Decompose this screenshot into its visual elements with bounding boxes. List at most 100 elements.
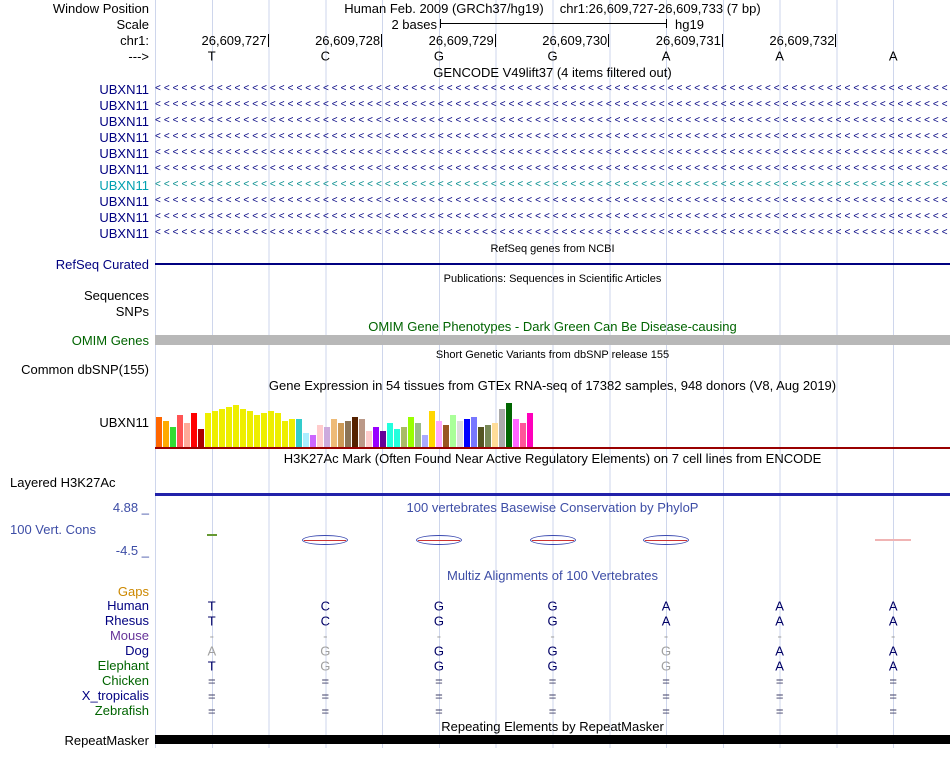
gene-row-label[interactable]: UBXN11 (99, 193, 149, 209)
species-label[interactable]: Chicken (102, 673, 149, 688)
gene-model[interactable]: <<<<<<<<<<<<<<<<<<<<<<<<<<<<<<<<<<<<<<<<… (155, 145, 950, 161)
gene-row-label[interactable]: UBXN11 (99, 161, 149, 177)
gtex-bar[interactable] (324, 427, 330, 447)
gtex-bar[interactable] (247, 411, 253, 447)
repeatmasker-label[interactable]: RepeatMasker (64, 732, 149, 748)
gtex-bar[interactable] (527, 413, 533, 447)
gtex-bar[interactable] (345, 421, 351, 447)
gtex-bar[interactable] (366, 431, 372, 447)
gtex-bar[interactable] (520, 423, 526, 447)
gtex-bar[interactable] (359, 419, 365, 447)
h3k27ac-label[interactable]: Layered H3K27Ac (10, 474, 116, 490)
multiz-title[interactable]: Multiz Alignments of 100 Vertebrates (446, 567, 658, 583)
species-label[interactable]: Elephant (97, 658, 149, 673)
gtex-bar[interactable] (296, 419, 302, 447)
gtex-bar[interactable] (499, 409, 505, 447)
omim-bar[interactable] (155, 335, 950, 345)
gtex-bar[interactable] (331, 419, 337, 447)
gene-model[interactable]: <<<<<<<<<<<<<<<<<<<<<<<<<<<<<<<<<<<<<<<<… (155, 129, 950, 145)
gtex-bar[interactable] (352, 417, 358, 447)
gtex-bar[interactable] (240, 409, 246, 447)
omim-title[interactable]: OMIM Gene Phenotypes - Dark Green Can Be… (368, 319, 737, 334)
gene-model[interactable]: <<<<<<<<<<<<<<<<<<<<<<<<<<<<<<<<<<<<<<<<… (155, 161, 950, 177)
gtex-bar[interactable] (401, 427, 407, 447)
gtex-bar[interactable] (282, 421, 288, 447)
gtex-bar[interactable] (170, 427, 176, 447)
repeatmasker-bar[interactable] (155, 735, 950, 744)
gene-model[interactable]: <<<<<<<<<<<<<<<<<<<<<<<<<<<<<<<<<<<<<<<<… (155, 81, 950, 97)
gtex-bar[interactable] (303, 433, 309, 447)
gtex-bar[interactable] (408, 417, 414, 447)
dbsnp-label[interactable]: Common dbSNP(155) (21, 361, 149, 377)
phylop-area[interactable]: 100 vertebrates Basewise Conservation by… (155, 498, 950, 560)
species-label[interactable]: Human (107, 598, 149, 613)
gtex-bar[interactable] (373, 427, 379, 447)
phylop-title[interactable]: 100 vertebrates Basewise Conservation by… (406, 500, 699, 515)
gene-row-label[interactable]: UBXN11 (99, 113, 149, 129)
gtex-bar[interactable] (380, 431, 386, 447)
dbsnp-title[interactable]: Short Genetic Variants from dbSNP releas… (435, 348, 670, 361)
gtex-bar[interactable] (254, 415, 260, 447)
gene-row-label[interactable]: UBXN11 (99, 97, 149, 113)
gtex-bar[interactable] (310, 435, 316, 447)
species-label[interactable]: Zebrafish (94, 703, 149, 718)
gtex-bar[interactable] (184, 423, 190, 447)
gtex-bar[interactable] (387, 423, 393, 447)
gene-model[interactable]: <<<<<<<<<<<<<<<<<<<<<<<<<<<<<<<<<<<<<<<<… (155, 209, 950, 225)
gtex-bar[interactable] (492, 423, 498, 447)
gtex-bar[interactable] (233, 405, 239, 447)
gene-row-label[interactable]: UBXN11 (99, 81, 149, 97)
species-label[interactable]: Rhesus (104, 613, 149, 628)
sequences-label[interactable]: Sequences (83, 287, 149, 303)
gtex-bar[interactable] (464, 419, 470, 447)
gtex-bar[interactable] (289, 419, 295, 447)
gtex-bar[interactable] (457, 421, 463, 447)
gene-row-label[interactable]: UBXN11 (99, 225, 149, 241)
publications-title[interactable]: Publications: Sequences in Scientific Ar… (443, 273, 662, 285)
gtex-bar[interactable] (191, 413, 197, 447)
snps-label[interactable]: SNPs (115, 303, 149, 319)
gene-row-label[interactable]: UBXN11 (99, 129, 149, 145)
species-label[interactable]: X_tropicalis (81, 688, 149, 703)
gene-row-label[interactable]: UBXN11 (99, 145, 149, 161)
gtex-bar[interactable] (415, 423, 421, 447)
refseq-title[interactable]: RefSeq genes from NCBI (490, 243, 615, 255)
gtex-bar[interactable] (275, 413, 281, 447)
gene-model[interactable]: <<<<<<<<<<<<<<<<<<<<<<<<<<<<<<<<<<<<<<<<… (155, 225, 950, 241)
gtex-bar[interactable] (261, 413, 267, 447)
gene-row-label[interactable]: UBXN11 (99, 209, 149, 225)
gene-model[interactable]: <<<<<<<<<<<<<<<<<<<<<<<<<<<<<<<<<<<<<<<<… (155, 193, 950, 209)
gene-model[interactable]: <<<<<<<<<<<<<<<<<<<<<<<<<<<<<<<<<<<<<<<<… (155, 97, 950, 113)
phylop-track-label[interactable]: 100 Vert. Cons (10, 521, 96, 537)
gtex-title[interactable]: Gene Expression in 54 tissues from GTEx … (268, 377, 837, 393)
gtex-bar[interactable] (394, 429, 400, 447)
gtex-bar[interactable] (177, 415, 183, 447)
gtex-bar[interactable] (163, 421, 169, 447)
gtex-bar[interactable] (443, 425, 449, 447)
gtex-bar[interactable] (436, 421, 442, 447)
gtex-bar[interactable] (338, 423, 344, 447)
gencode-title[interactable]: GENCODE V49lift37 (4 items filtered out) (433, 65, 672, 80)
refseq-gene-line[interactable] (155, 263, 950, 265)
gtex-bar[interactable] (226, 407, 232, 447)
gaps-label[interactable]: Gaps (117, 583, 149, 599)
gtex-bar[interactable] (506, 403, 512, 447)
gtex-bar[interactable] (422, 435, 428, 447)
gtex-bar[interactable] (471, 417, 477, 447)
gtex-bar[interactable] (429, 411, 435, 447)
gtex-bar[interactable] (513, 419, 519, 447)
gtex-bar[interactable] (198, 429, 204, 447)
gene-model[interactable]: <<<<<<<<<<<<<<<<<<<<<<<<<<<<<<<<<<<<<<<<… (155, 113, 950, 129)
h3k27ac-title[interactable]: H3K27Ac Mark (Often Found Near Active Re… (283, 450, 822, 466)
refseq-curated-label[interactable]: RefSeq Curated (55, 256, 149, 272)
gene-row-label[interactable]: UBXN11 (99, 177, 149, 193)
gtex-bar[interactable] (219, 409, 225, 447)
gtex-bar[interactable] (485, 425, 491, 447)
gtex-bar[interactable] (205, 413, 211, 447)
gtex-bar[interactable] (268, 411, 274, 447)
repeatmasker-title[interactable]: Repeating Elements by RepeatMasker (441, 718, 664, 734)
gtex-bars[interactable] (156, 403, 534, 447)
gtex-gene-label[interactable]: UBXN11 (99, 414, 149, 430)
gtex-bar[interactable] (317, 425, 323, 447)
gene-model[interactable]: <<<<<<<<<<<<<<<<<<<<<<<<<<<<<<<<<<<<<<<<… (155, 177, 950, 193)
